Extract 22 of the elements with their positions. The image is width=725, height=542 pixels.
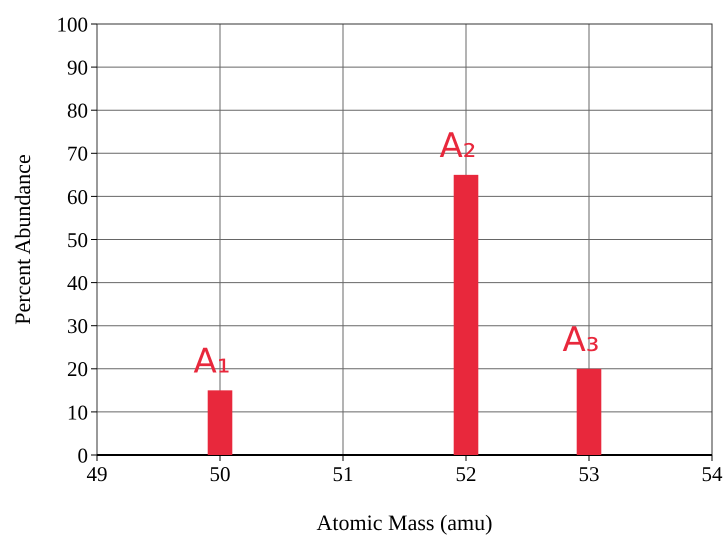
x-tick-label: 50 xyxy=(210,462,230,486)
x-axis-title: Atomic Mass (amu) xyxy=(316,510,492,535)
y-tick-label: 40 xyxy=(67,270,88,295)
bar xyxy=(208,390,232,455)
y-tick-label: 20 xyxy=(67,357,88,382)
y-axis-title: Percent Abundance xyxy=(10,154,35,325)
y-tick-label: 60 xyxy=(67,184,88,209)
y-tick-label: 0 xyxy=(78,443,88,468)
y-tick-label: 10 xyxy=(67,400,88,424)
y-tick-label: 30 xyxy=(67,314,88,338)
y-tick-label: 70 xyxy=(67,142,88,166)
x-tick-label: 52 xyxy=(456,462,476,486)
y-tick-label: 80 xyxy=(67,98,88,123)
bar xyxy=(576,368,602,455)
y-tick-label: 50 xyxy=(67,228,88,252)
x-tick-label: 49 xyxy=(86,462,108,486)
y-tick-label: 100 xyxy=(56,12,88,36)
x-tick-label: 53 xyxy=(578,462,600,486)
x-tick-label: 51 xyxy=(332,462,354,486)
y-tick-label: 90 xyxy=(67,55,88,80)
bar xyxy=(454,174,478,455)
x-tick-label: 54 xyxy=(702,462,723,486)
